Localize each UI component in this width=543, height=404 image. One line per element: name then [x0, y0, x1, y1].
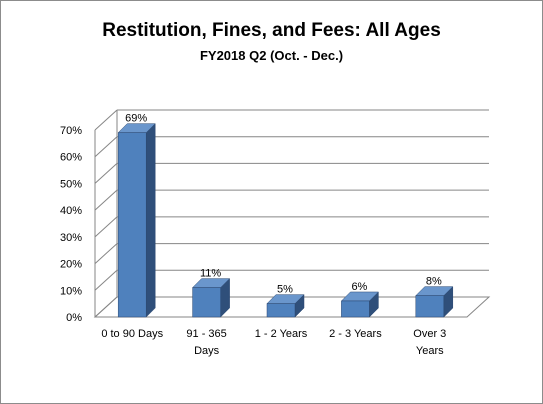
bar-side: [145, 123, 156, 318]
y-tick-label: 20%: [60, 259, 82, 271]
y-tick-label: 30%: [60, 232, 82, 244]
x-tick-label: Over 3: [413, 328, 446, 340]
x-tick-label: 1 - 2 Years: [255, 328, 308, 340]
gridline-diagonal: [94, 163, 118, 184]
data-label: 5%: [277, 284, 293, 296]
gridline-diagonal: [94, 136, 118, 158]
gridline-diagonal: [94, 189, 118, 211]
x-tick-label: 2 - 3 Years: [329, 328, 382, 340]
x-tick-label: 91 - 365: [186, 328, 226, 340]
y-tick-label: 10%: [60, 285, 82, 297]
bar: [117, 132, 147, 318]
y-tick-label: 70%: [60, 125, 82, 137]
gridline-diagonal: [94, 109, 118, 131]
data-label: 6%: [351, 281, 367, 293]
bar: [415, 295, 445, 318]
gridline-diagonal: [94, 243, 118, 264]
x-tick-label: Days: [194, 345, 220, 357]
x-tick-label: Years: [416, 345, 444, 357]
data-label: 8%: [426, 276, 442, 288]
gridline-diagonal: [94, 269, 118, 291]
y-tick-label: 50%: [60, 178, 82, 190]
bar: [266, 303, 296, 318]
y-tick-label: 40%: [60, 205, 82, 217]
data-label: 11%: [200, 268, 221, 280]
bar: [192, 287, 221, 318]
data-label: 69%: [125, 113, 147, 125]
x-tick-label: 0 to 90 Days: [101, 328, 163, 340]
gridline-diagonal: [94, 216, 118, 238]
y-tick-label: 60%: [60, 152, 82, 164]
chart-title: Restitution, Fines, and Fees: All Ages: [102, 20, 441, 41]
chart-subtitle: FY2018 Q2 (Oct. - Dec.): [199, 48, 344, 63]
y-tick-label: 0%: [66, 312, 82, 324]
bar: [341, 300, 370, 318]
